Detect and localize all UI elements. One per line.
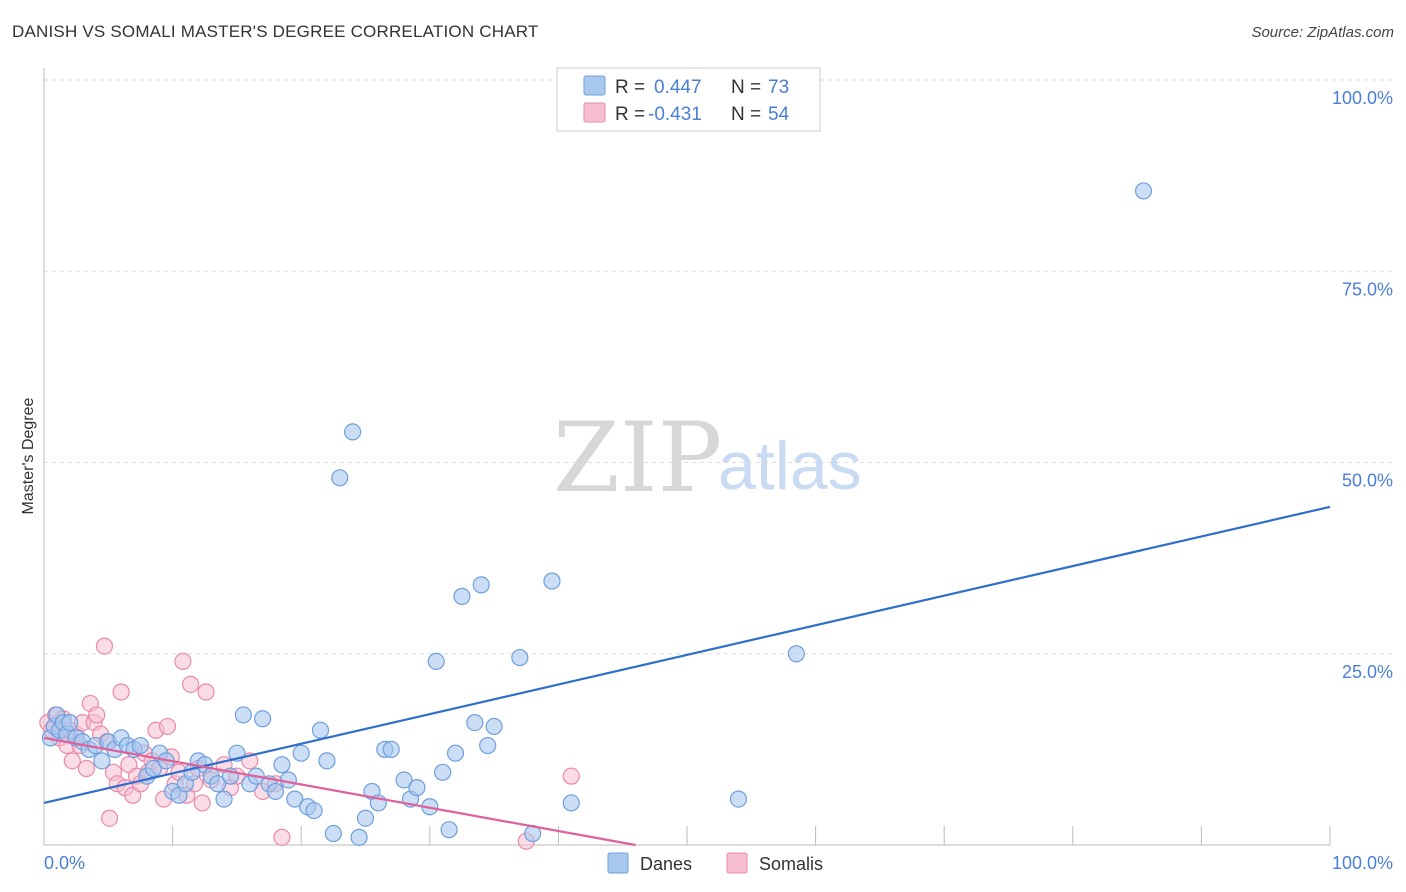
y-tick-labels: 25.0% 50.0% 75.0% 100.0% <box>1332 88 1393 682</box>
legend-danes-r-label: R = <box>615 77 645 98</box>
danes-trend-line <box>43 505 1331 804</box>
x-axis-tick-marks <box>43 826 1331 845</box>
somalis-point-42 <box>193 794 211 812</box>
danes-point-11 <box>93 752 111 770</box>
y-tick-label-0: 25.0% <box>1342 662 1393 682</box>
legend-bottom-danes-label: Danes <box>640 854 692 874</box>
danes-point-72 <box>562 794 580 812</box>
somalis-point-43 <box>197 683 215 701</box>
danes-point-46 <box>318 752 336 770</box>
danes-point-45 <box>311 721 330 739</box>
danes-point-74 <box>787 645 805 663</box>
danes-point-55 <box>382 740 400 758</box>
danes-point-68 <box>485 717 503 736</box>
legend-bottom-danes-swatch <box>607 852 629 874</box>
danes-point-62 <box>440 821 458 839</box>
somalis-point-53 <box>562 767 580 785</box>
danes-point-44 <box>305 801 323 820</box>
legend-danes-n-label: N = <box>731 77 761 98</box>
danes-point-30 <box>215 790 233 808</box>
danes-point-33 <box>234 706 252 724</box>
danes-point-67 <box>479 736 497 755</box>
danes-point-69 <box>511 648 529 667</box>
legend-somalis-swatch <box>583 102 606 123</box>
somalis-point-11 <box>77 759 96 778</box>
y-tick-label-2: 75.0% <box>1342 279 1393 299</box>
somalis-point-16 <box>95 637 114 655</box>
somalis-point-51 <box>273 828 291 846</box>
danes-point-29 <box>209 775 227 793</box>
danes-point-58 <box>408 779 426 797</box>
danes-point-19 <box>144 759 162 778</box>
danes-point-6 <box>61 713 79 732</box>
danes-point-50 <box>350 828 368 846</box>
somalis-point-18 <box>100 809 119 827</box>
somalis-point-37 <box>174 652 192 671</box>
danes-point-60 <box>427 652 445 671</box>
somalis-point-7 <box>63 752 81 770</box>
danes-point-75 <box>1134 182 1153 200</box>
danes-point-56 <box>395 771 413 789</box>
x-tick-label-1: 100.0% <box>1332 853 1393 873</box>
legend-somalis-r-label: R = <box>615 104 645 125</box>
legend-top: R = 0.447 N = 73 R = -0.431 N = 54 <box>556 67 821 132</box>
danes-point-39 <box>273 756 291 774</box>
somalis-point-21 <box>112 683 130 701</box>
danes-series <box>41 182 1153 846</box>
danes-point-65 <box>466 713 484 732</box>
legend-danes-r-value: 0.447 <box>654 77 702 98</box>
danes-point-73 <box>729 790 748 808</box>
somalis-point-14 <box>88 706 106 724</box>
legend-bottom: Danes Somalis <box>607 852 823 874</box>
danes-point-42 <box>292 744 310 762</box>
legend-somalis-n-label: N = <box>731 104 761 125</box>
x-tick-labels: 0.0% 100.0% <box>44 853 1393 873</box>
y-tick-label-1: 50.0% <box>1342 471 1393 491</box>
danes-point-71 <box>543 572 561 590</box>
legend-danes-swatch <box>583 75 606 96</box>
gridlines <box>44 79 1392 655</box>
legend-bottom-somalis-label: Somalis <box>759 854 823 874</box>
legend-bottom-somalis-swatch <box>726 852 748 874</box>
y-tick-label-3: 100.0% <box>1332 88 1393 108</box>
y-axis-label: Master's Degree <box>20 397 37 514</box>
danes-point-49 <box>344 423 362 441</box>
danes-point-48 <box>331 469 349 487</box>
chart-source: Source: ZipAtlas.com <box>1251 24 1394 41</box>
danes-point-17 <box>131 736 150 755</box>
danes-point-61 <box>434 763 452 781</box>
somalis-trend-line <box>43 736 636 847</box>
watermark-atlas: atlas <box>718 428 862 504</box>
legend-somalis-n-value: 54 <box>768 104 790 125</box>
danes-point-41 <box>286 790 304 808</box>
danes-point-64 <box>453 587 471 605</box>
danes-point-40 <box>279 771 297 789</box>
legend-somalis-r-value: -0.431 <box>648 104 702 125</box>
x-tick-label-0: 0.0% <box>44 853 85 873</box>
danes-point-38 <box>266 782 285 801</box>
danes-point-47 <box>324 824 342 843</box>
chart-title: DANISH VS SOMALI MASTER'S DEGREE CORRELA… <box>12 22 539 41</box>
danes-point-63 <box>446 744 465 762</box>
somalis-point-39 <box>182 675 200 693</box>
legend-danes-n-value: 73 <box>768 77 789 98</box>
danes-point-51 <box>356 809 375 827</box>
danes-point-66 <box>472 576 490 594</box>
watermark-zip: ZIP <box>553 402 722 514</box>
somalis-point-33 <box>158 717 177 736</box>
danes-point-36 <box>254 710 272 728</box>
